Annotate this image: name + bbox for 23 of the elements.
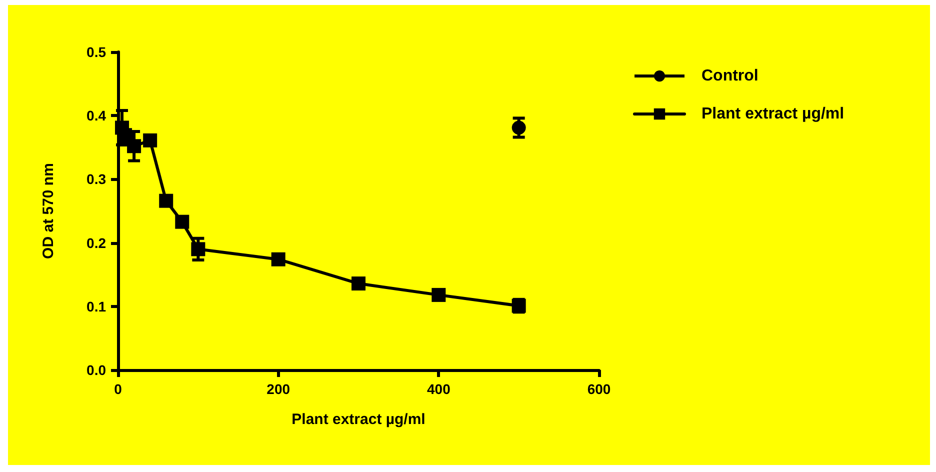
legend-label: Control — [702, 68, 758, 84]
y-tick-label: 0.1 — [86, 298, 106, 314]
legend-label: Plant extract µg/ml — [702, 106, 844, 122]
x-tick-label: 400 — [426, 381, 451, 397]
point — [159, 194, 174, 208]
point — [191, 242, 206, 256]
point — [271, 252, 286, 266]
y-axis-title: OD at 570 nm — [40, 163, 57, 259]
point — [175, 214, 190, 229]
point — [432, 288, 446, 302]
x-tick-label: 200 — [266, 381, 290, 397]
point — [352, 276, 366, 291]
x-tick-label: 600 — [587, 381, 611, 397]
y-tick-label: 0.2 — [86, 234, 106, 251]
point — [512, 120, 526, 135]
x-tick-label: 0 — [114, 381, 122, 397]
point — [127, 139, 142, 154]
x-axis-title: Plant extract µg/ml — [292, 411, 426, 428]
y-tick-label: 0.3 — [86, 171, 106, 188]
y-tick-label: 0.0 — [86, 362, 106, 378]
y-tick-label: 0.4 — [86, 108, 106, 124]
y-tick-label: 0.5 — [86, 44, 106, 60]
point — [143, 133, 158, 148]
